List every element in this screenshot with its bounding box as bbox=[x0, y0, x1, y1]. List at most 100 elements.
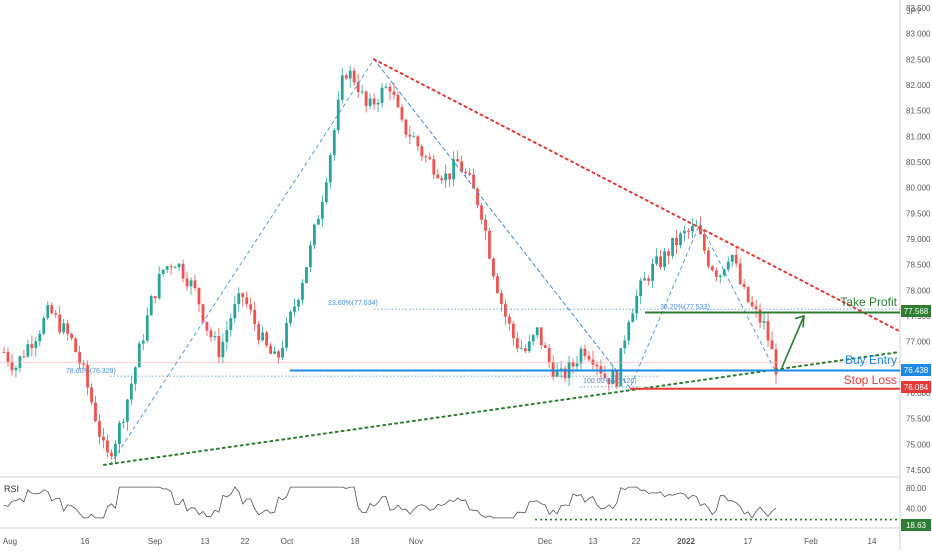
candle-body bbox=[153, 296, 157, 299]
candle-body bbox=[241, 293, 245, 298]
candle-body bbox=[515, 338, 519, 349]
candle-body bbox=[129, 383, 133, 400]
candle-body bbox=[440, 178, 444, 181]
x-tick-label: 14 bbox=[868, 537, 877, 546]
candle-body bbox=[328, 154, 332, 183]
x-tick-label: 17 bbox=[744, 537, 753, 546]
buy-entry-label: Buy Entry bbox=[845, 353, 897, 367]
candle-body bbox=[141, 340, 145, 344]
candle-body bbox=[249, 304, 253, 310]
rsi-level-tag bbox=[901, 519, 931, 531]
candles bbox=[2, 65, 778, 463]
candle-body bbox=[86, 364, 89, 388]
candle-body bbox=[297, 300, 300, 307]
candle-body bbox=[583, 348, 587, 356]
candle-body bbox=[404, 119, 408, 135]
candle-body bbox=[114, 443, 117, 457]
candle-body bbox=[420, 146, 424, 157]
candle-body bbox=[659, 256, 662, 268]
candle-body bbox=[217, 335, 221, 358]
candle-body bbox=[643, 278, 647, 281]
candle-body bbox=[615, 370, 619, 387]
projection-arrow bbox=[781, 315, 805, 368]
x-tick-label: 13 bbox=[589, 537, 598, 546]
candle-body bbox=[189, 280, 193, 287]
candle-body bbox=[511, 323, 515, 339]
candle-body bbox=[265, 332, 269, 346]
candle-body bbox=[173, 267, 177, 269]
candle-body bbox=[547, 347, 551, 363]
x-tick-label: Nov bbox=[409, 537, 423, 546]
rsi-level-value: 18.63 bbox=[906, 521, 927, 530]
candle-body bbox=[102, 436, 105, 441]
y-tick-label: 78.000 bbox=[906, 286, 931, 295]
time-axis: Aug 16 Sep 13 22 Oct 18 Nov Dec 13 22 2022 17 Feb 14 bbox=[3, 537, 877, 546]
candle-body bbox=[98, 421, 101, 437]
candle-body bbox=[718, 275, 722, 277]
candle-body bbox=[301, 282, 304, 301]
candle-body bbox=[571, 362, 575, 367]
candle-body bbox=[687, 230, 690, 232]
candle-body bbox=[579, 348, 583, 364]
candle-body bbox=[639, 280, 643, 297]
candle-body bbox=[535, 327, 539, 336]
candle-body bbox=[6, 352, 10, 362]
candle-body bbox=[344, 75, 348, 79]
candle-body bbox=[480, 205, 483, 220]
candle-body bbox=[607, 377, 611, 385]
candle-body bbox=[714, 270, 718, 277]
candle-body bbox=[269, 345, 273, 354]
candle-body bbox=[663, 251, 666, 268]
y-tick-label: 75.500 bbox=[906, 415, 931, 424]
rsi-pane: 80.00 40.00 bbox=[3, 484, 927, 521]
candle-body bbox=[671, 237, 674, 256]
candle-body bbox=[110, 452, 113, 457]
rsi-label: RSI bbox=[4, 484, 19, 494]
candle-body bbox=[519, 348, 523, 350]
candle-body bbox=[595, 364, 599, 367]
buy-entry-price: 76.438 bbox=[904, 366, 929, 375]
candle-body bbox=[368, 98, 372, 106]
candle-body bbox=[432, 159, 436, 175]
candle-body bbox=[133, 367, 137, 384]
candle-body bbox=[587, 355, 591, 360]
candle-body bbox=[380, 87, 384, 103]
y-tick-label: 83.500 bbox=[906, 4, 931, 13]
candle-body bbox=[436, 174, 440, 179]
candle-body bbox=[448, 173, 452, 180]
candle-body bbox=[197, 287, 201, 305]
candle-body bbox=[539, 327, 543, 346]
candle-body bbox=[667, 251, 670, 256]
candle-body bbox=[484, 219, 487, 231]
candle-body bbox=[201, 304, 205, 322]
candle-body bbox=[50, 305, 54, 314]
candle-body bbox=[770, 340, 774, 350]
candle-body bbox=[352, 70, 356, 83]
candle-body bbox=[46, 305, 50, 318]
candle-body bbox=[78, 352, 82, 364]
candle-body bbox=[253, 309, 257, 325]
candle-body bbox=[523, 348, 527, 352]
candle-body bbox=[563, 368, 567, 379]
candle-body bbox=[316, 218, 320, 225]
candle-body bbox=[730, 255, 734, 262]
candle-body bbox=[675, 237, 678, 246]
candle-body bbox=[456, 159, 460, 162]
y-tick-label: 76.000 bbox=[906, 389, 931, 398]
y-tick-label: 82.000 bbox=[906, 81, 931, 90]
candle-body bbox=[750, 301, 754, 307]
candle-body bbox=[209, 330, 213, 338]
candle-body bbox=[94, 402, 97, 422]
rsi-tick-label: 80.00 bbox=[906, 484, 927, 493]
candle-body bbox=[468, 173, 471, 175]
x-tick-label: 2022 bbox=[677, 537, 695, 546]
candle-body bbox=[169, 266, 173, 268]
candle-body bbox=[125, 399, 129, 422]
candle-body bbox=[121, 421, 125, 424]
candle-body bbox=[388, 86, 392, 92]
candle-body bbox=[416, 136, 420, 147]
y-tick-label: 74.500 bbox=[906, 466, 931, 475]
candle-body bbox=[213, 335, 217, 338]
candle-body bbox=[611, 370, 615, 385]
